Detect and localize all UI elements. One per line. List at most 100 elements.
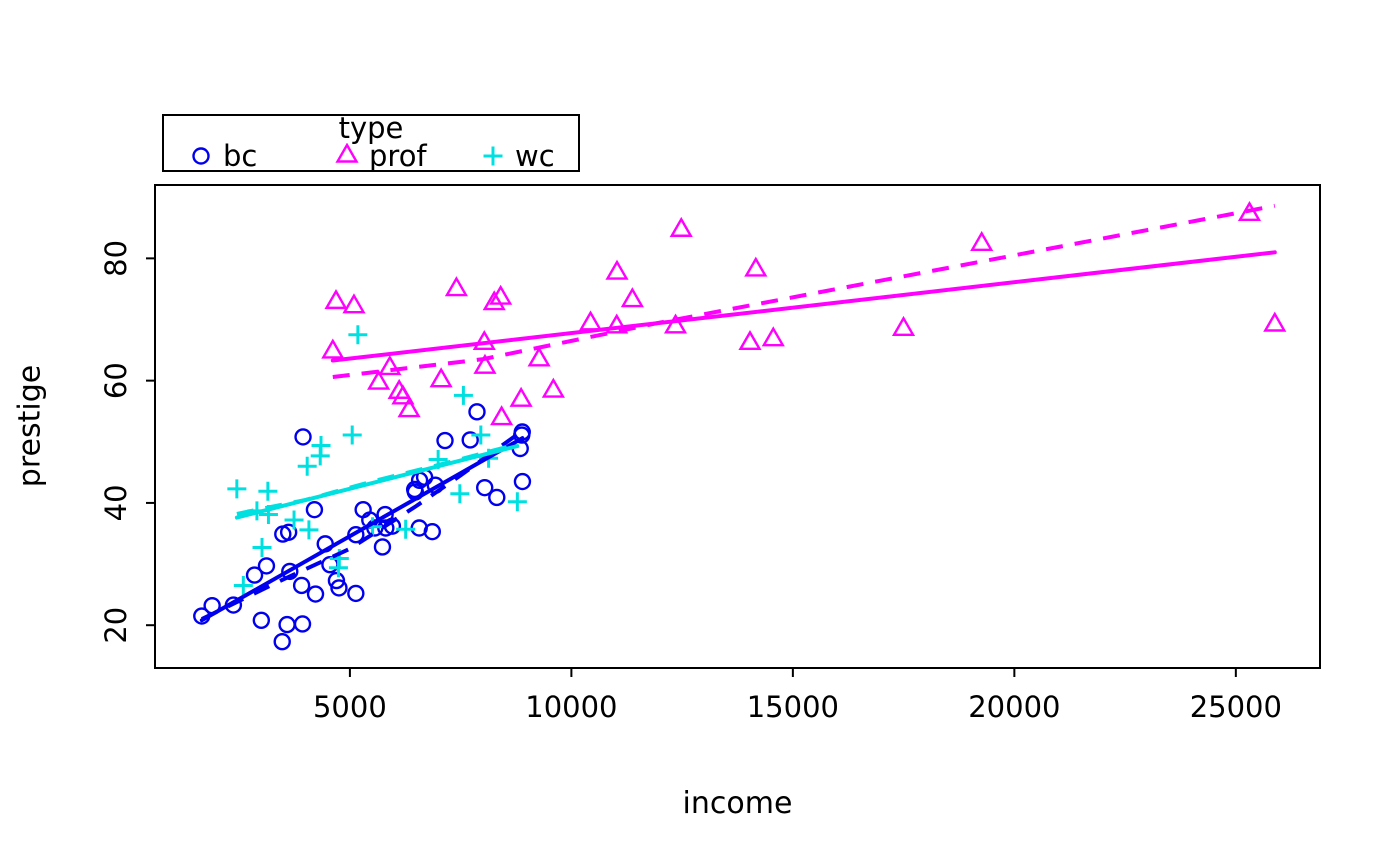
x-tick-label: 15000 <box>747 690 839 724</box>
marker-plus <box>342 425 362 445</box>
legend-item-wc: wc <box>480 141 555 171</box>
marker-circle <box>513 472 532 491</box>
marker-circle <box>354 500 372 519</box>
marker-circle <box>330 579 348 597</box>
marker-plus <box>299 520 319 540</box>
marker-triangle <box>324 288 348 310</box>
marker-triangle <box>509 386 533 407</box>
marker-plus <box>328 558 348 578</box>
marker-triangle <box>891 315 916 336</box>
marker-triangle <box>663 313 688 334</box>
marker-triangle <box>391 384 415 405</box>
marker-circle <box>252 611 271 630</box>
marker-plus <box>396 519 416 539</box>
marker-plus <box>310 446 330 466</box>
plot-border <box>154 184 1321 669</box>
marker-triangle <box>367 369 391 390</box>
marker-plus <box>297 456 317 476</box>
marker-triangle <box>761 326 785 347</box>
legend-item-prof: prof <box>334 141 427 171</box>
marker-plus <box>483 146 503 166</box>
bc-circle-icon <box>192 147 210 165</box>
wc-plus-icon <box>483 146 503 166</box>
marker-triangle <box>444 276 469 297</box>
fit-line-bc-solid <box>199 436 525 623</box>
marker-circle <box>278 615 296 634</box>
marker-circle <box>273 633 291 651</box>
marker-circle <box>257 557 276 575</box>
fit-line-prof-solid <box>330 250 1277 363</box>
marker-triangle <box>744 256 768 277</box>
marker-plus <box>471 425 491 445</box>
marker-circle <box>436 431 454 450</box>
marker-circle <box>475 478 494 497</box>
marker-plus <box>227 479 247 499</box>
marker-triangle <box>342 293 366 314</box>
series-prof <box>321 200 1287 426</box>
marker-triangle <box>578 310 603 331</box>
marker-plus <box>450 484 470 504</box>
marker-triangle <box>605 259 629 280</box>
fit-line-bc-dashed <box>200 429 524 621</box>
legend: type bc prof wc <box>162 111 580 172</box>
marker-circle <box>306 585 325 603</box>
marker-circle <box>292 576 311 595</box>
marker-circle <box>347 526 365 544</box>
marker-triangle <box>970 230 994 252</box>
marker-circle <box>468 403 486 421</box>
marker-plus <box>507 492 527 512</box>
marker-triangle <box>620 287 644 308</box>
prof-triangle-icon <box>335 143 359 163</box>
marker-plus <box>233 575 253 595</box>
marker-circle <box>461 431 479 449</box>
marker-triangle <box>473 353 497 374</box>
marker-triangle <box>1263 311 1287 332</box>
marker-triangle <box>397 397 421 418</box>
marker-circle <box>293 615 312 633</box>
legend-label-bc: bc <box>223 139 258 173</box>
marker-circle <box>279 523 298 541</box>
marker-circle <box>488 488 506 507</box>
marker-triangle <box>429 367 453 388</box>
legend-item-bc: bc <box>188 141 257 171</box>
marker-triangle <box>605 313 629 334</box>
legend-title: type <box>338 111 404 145</box>
marker-circle <box>192 147 210 165</box>
marker-circle <box>347 584 365 603</box>
y-tick-label: 20 <box>99 607 133 644</box>
x-tick-label: 20000 <box>968 690 1060 724</box>
marker-triangle <box>482 290 506 311</box>
marker-triangle <box>527 346 551 367</box>
x-axis-title: income <box>682 786 793 821</box>
y-tick-label: 80 <box>99 240 133 277</box>
marker-circle <box>305 500 324 519</box>
x-tick-label: 25000 <box>1190 690 1282 724</box>
legend-label-wc: wc <box>515 139 555 173</box>
marker-triangle <box>321 338 345 359</box>
y-tick-label: 60 <box>99 362 133 399</box>
marker-triangle <box>541 377 565 398</box>
marker-circle <box>373 538 392 556</box>
marker-circle <box>245 566 264 584</box>
marker-plus <box>284 510 304 530</box>
marker-triangle <box>669 216 693 237</box>
x-tick-label: 5000 <box>313 690 387 724</box>
marker-circle <box>281 562 299 581</box>
legend-label-prof: prof <box>369 139 427 173</box>
marker-circle <box>405 480 424 499</box>
marker-triangle <box>738 329 762 351</box>
y-tick-label: 40 <box>99 484 133 521</box>
marker-circle <box>327 571 346 590</box>
marker-circle <box>294 428 312 446</box>
x-tick-label: 10000 <box>525 690 617 724</box>
fit-line-prof-dashed <box>332 203 1276 379</box>
marker-triangle <box>378 355 402 376</box>
marker-plus <box>348 325 368 345</box>
marker-plus <box>252 538 272 558</box>
marker-plus <box>258 481 278 501</box>
marker-triangle <box>335 143 359 163</box>
fit-line-wc-dashed <box>236 442 518 516</box>
marker-plus <box>453 385 473 405</box>
